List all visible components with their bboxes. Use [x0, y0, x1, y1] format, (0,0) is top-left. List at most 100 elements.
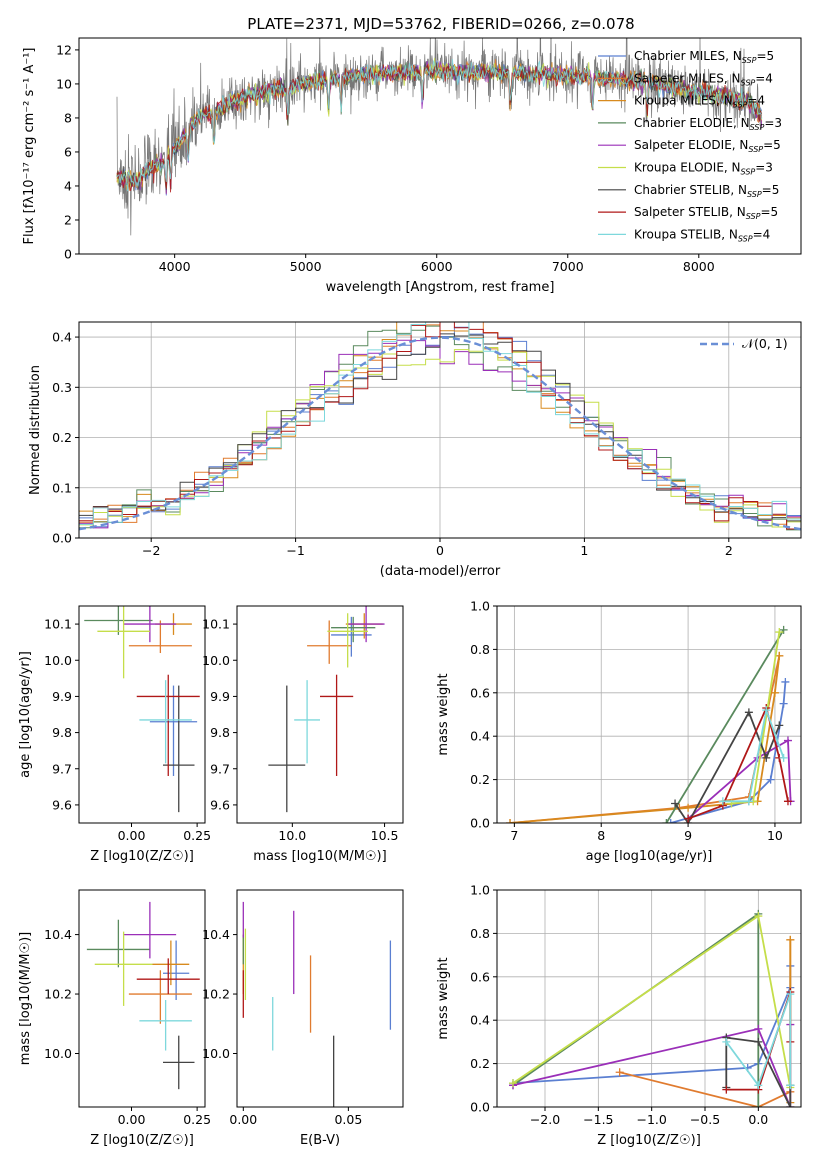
legend-value: =5: [763, 138, 781, 152]
weight-marker: [509, 1079, 517, 1088]
axes-frame: [236, 605, 404, 824]
weight-marker: [754, 1103, 763, 1107]
y-tick-label: 10.0: [202, 1046, 230, 1061]
y-tick-label: 1.0: [470, 599, 490, 614]
y-tick-label: 0.6: [470, 969, 490, 984]
legend-value: =3: [764, 116, 782, 130]
x-tick-label: 0: [436, 543, 444, 558]
y-tick-label: 10.4: [202, 927, 230, 942]
y-tick-label: 10.2: [202, 987, 230, 1002]
weight-marker: [786, 1081, 795, 1090]
weight-marker: [783, 797, 792, 806]
histogram-step-6: [79, 333, 801, 522]
x-tick-label: 10: [767, 828, 783, 843]
weight-marker: [783, 736, 792, 745]
y-tick-label: 0.1: [52, 480, 72, 495]
model-spectrum-8: [116, 59, 763, 192]
weight-marker: [754, 912, 763, 921]
y-tick-label: 0.2: [470, 772, 490, 787]
plot-area: [509, 909, 795, 1107]
legend-subscript: SSP: [742, 56, 757, 65]
x-tick-label: 4000: [159, 259, 191, 274]
axes-frame: [496, 605, 802, 824]
x-tick-label: −1.0: [636, 1112, 666, 1127]
plot-area: [84, 606, 200, 813]
weight-marker: [506, 819, 515, 823]
y-tick-label: 0.0: [470, 1100, 490, 1115]
y-tick-label: 8: [64, 110, 72, 125]
y-tick-label: 0.8: [470, 642, 490, 657]
x-tick-label: 10.5: [371, 828, 399, 843]
y-tick-label: 10.0: [44, 1046, 72, 1061]
weight-marker: [718, 797, 727, 806]
y-tick-label: 9.7: [210, 761, 230, 776]
y-tick-label: 0.2: [52, 430, 72, 445]
axes-frame: [78, 889, 206, 1108]
y-tick-label: 9.6: [52, 797, 72, 812]
y-tick-label: 0.8: [470, 926, 490, 941]
axes-weight-vs-Z: −2.0 −1.5 −1.0 −0.5 0.0 0.0 0.2 0.4 0.6 0.8 1.0 Z […: [436, 883, 802, 1148]
y-tick-label: 9.9: [210, 689, 230, 704]
legend-subscript: SSP: [738, 234, 753, 243]
legend-label: Salpeter ELODIE, NSSP=5: [634, 138, 781, 154]
legend-label: Chabrier MILES, NSSP=5: [634, 49, 774, 65]
histogram-step-8: [79, 322, 801, 525]
x-tick-label: −2: [142, 543, 160, 558]
x-axis-label: Z [log10(Z/Z☉)]: [90, 1133, 194, 1148]
legend-value: =5: [760, 205, 778, 219]
y-tick-label: 1.0: [470, 883, 490, 898]
chart-title: PLATE=2371, MJD=53762, FIBERID=0266, z=0…: [247, 15, 634, 33]
plot-area: [506, 625, 795, 823]
weight-marker: [684, 803, 693, 812]
x-tick-label: 9: [684, 828, 692, 843]
weight-marker: [754, 1037, 763, 1046]
weight-marker: [762, 706, 771, 715]
y-tick-label: 6: [64, 144, 72, 159]
legend-label: Kroupa ELODIE, NSSP=3: [634, 161, 773, 177]
x-axis-label: wavelength [Angstrom, rest frame]: [326, 280, 555, 295]
weight-marker: [744, 797, 753, 806]
legend-label: Salpeter STELIB, NSSP=5: [634, 205, 778, 221]
weight-marker: [615, 1068, 624, 1077]
legend: Chabrier MILES, NSSP=5 Salpeter MILES, NS…: [598, 49, 782, 243]
weight-marker: [779, 625, 788, 634]
weight-marker: [779, 699, 788, 708]
x-axis-label: Z [log10(Z/Z☉)]: [90, 849, 194, 864]
y-tick-label: 9.8: [52, 725, 72, 740]
weight-marker: [671, 799, 680, 808]
x-axis-label: Z [log10(Z/Z☉)]: [597, 1133, 701, 1148]
legend-subscript: SSP: [741, 168, 756, 177]
plot-area: [268, 606, 385, 813]
weight-marker: [775, 628, 784, 637]
y-tick-label: 9.7: [52, 761, 72, 776]
legend-label: Chabrier ELODIE, NSSP=3: [634, 116, 782, 132]
x-tick-label: 0.00: [118, 828, 146, 843]
legend-subscript: SSP: [750, 123, 765, 132]
histogram-step-7: [79, 322, 801, 530]
y-tick-label: 0: [64, 247, 72, 262]
axes-frame: [236, 889, 404, 1108]
x-tick-label: 8000: [683, 259, 715, 274]
legend-subscript: SSP: [747, 190, 762, 199]
weight-marker: [744, 708, 753, 717]
x-tick-label: −2.0: [530, 1112, 560, 1127]
x-tick-label: 0.0: [748, 1112, 768, 1127]
x-tick-label: 0.25: [183, 1112, 211, 1127]
axes-frame: [78, 37, 802, 255]
y-tick-label: 9.8: [210, 725, 230, 740]
weight-marker: [666, 819, 675, 823]
y-tick-label: 0.0: [470, 816, 490, 831]
x-tick-label: 0.05: [334, 1112, 362, 1127]
weight-marker: [786, 935, 795, 944]
weight-marker: [662, 819, 671, 823]
y-tick-label: 0.3: [52, 380, 72, 395]
x-tick-label: 6000: [421, 259, 453, 274]
y-axis-label: mass weight: [436, 673, 451, 755]
weight-marker: [754, 1024, 763, 1033]
x-tick-label: 2: [725, 543, 733, 558]
axes-spectrum: 4000 5000 6000 7000 8000 0 2 4 6 8 10 12 wavelength …: [22, 37, 802, 295]
y-tick-label: 0.4: [52, 330, 72, 345]
x-tick-label: −0.5: [690, 1112, 720, 1127]
weight-marker: [786, 990, 795, 999]
